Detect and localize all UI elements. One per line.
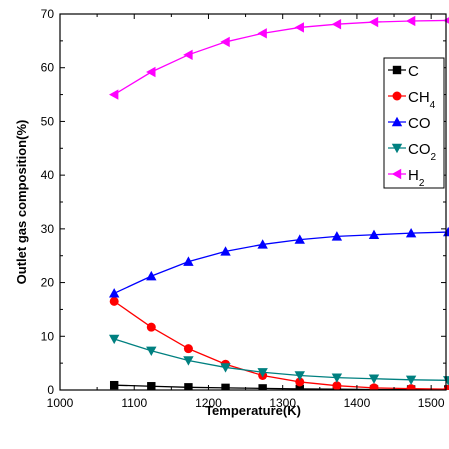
- series-co2: [108, 334, 449, 386]
- data-point-co2: [108, 334, 120, 345]
- series-line-h2: [113, 19, 449, 96]
- data-point-h2: [183, 49, 193, 61]
- data-point-ch4: [406, 384, 416, 390]
- legend-label: H2: [408, 167, 425, 189]
- data-point-co: [331, 231, 343, 241]
- x-axis-title: Temperature(K): [205, 403, 301, 418]
- data-point-h2: [405, 15, 416, 27]
- x-tick-label: 1500: [418, 396, 445, 410]
- series-h2: [108, 15, 449, 100]
- x-tick-label: 1400: [344, 396, 371, 410]
- data-point-co2: [257, 368, 268, 378]
- legend-label: CO: [408, 115, 431, 132]
- data-point-co: [108, 288, 120, 298]
- y-tick-label: 0: [47, 383, 54, 397]
- legend-label: CH4: [408, 89, 436, 111]
- data-point-h2: [331, 19, 342, 30]
- series-c: [109, 380, 449, 390]
- y-tick-label: 20: [41, 276, 55, 290]
- data-point-h2: [220, 36, 230, 48]
- y-axis-title: Outlet gas composition(%): [14, 120, 29, 285]
- plot-area: [108, 15, 449, 390]
- data-point-ch4: [369, 383, 379, 390]
- data-point-co2: [368, 374, 380, 384]
- data-point-co: [183, 256, 194, 266]
- legend-item-co2: CO2: [388, 141, 437, 163]
- legend-item-ch4: CH4: [388, 89, 436, 111]
- series-line-co: [113, 231, 449, 294]
- data-point-co: [294, 234, 305, 244]
- data-point-co: [257, 239, 268, 249]
- data-point-ch4: [295, 377, 305, 387]
- data-point-co: [146, 270, 157, 281]
- x-tick-label: 1000: [47, 396, 74, 410]
- data-point-h2: [108, 89, 119, 100]
- data-point-c: [147, 382, 156, 390]
- legend-item-h2: H2: [388, 167, 425, 189]
- data-point-ch4: [146, 322, 156, 332]
- legend-marker: [391, 116, 403, 127]
- data-point-c: [221, 383, 230, 390]
- x-tick-label: 1200: [195, 396, 222, 410]
- data-point-co2: [183, 356, 194, 366]
- data-point-c: [109, 380, 119, 390]
- y-tick-label: 30: [41, 222, 55, 236]
- data-point-h2: [146, 66, 156, 78]
- legend-label: CO2: [408, 141, 437, 163]
- legend-item-co: CO: [388, 115, 431, 132]
- data-point-h2: [294, 22, 304, 33]
- series-line-co2: [113, 338, 449, 381]
- data-point-c: [295, 384, 304, 390]
- y-tick-label: 50: [41, 114, 55, 128]
- data-point-co2: [294, 371, 305, 381]
- x-tick-label: 1100: [121, 396, 147, 410]
- legend-marker: [392, 91, 402, 101]
- x-tick-label: 1300: [269, 396, 296, 410]
- y-tick-label: 10: [41, 329, 55, 343]
- series-co: [108, 226, 449, 298]
- data-point-h2: [368, 16, 379, 28]
- y-tick-label: 40: [41, 168, 55, 182]
- y-tick-label: 70: [41, 7, 55, 21]
- data-point-c: [184, 383, 193, 390]
- data-point-co2: [405, 375, 417, 385]
- legend-marker: [391, 168, 402, 180]
- y-tick-label: 60: [41, 61, 55, 75]
- legend-item-c: C: [388, 63, 419, 80]
- data-point-co2: [220, 363, 231, 373]
- legend-label: C: [408, 63, 419, 80]
- legend: C CH4 CO CO2 H2: [383, 57, 445, 189]
- data-point-co2: [331, 373, 343, 383]
- data-point-co2: [146, 346, 157, 356]
- data-point-h2: [257, 28, 267, 39]
- data-point-co: [368, 229, 380, 239]
- data-point-c: [258, 384, 267, 390]
- legend-marker: [392, 65, 402, 75]
- data-point-ch4: [109, 296, 119, 306]
- data-point-co: [405, 227, 417, 238]
- data-point-co: [220, 246, 231, 256]
- legend-marker: [391, 143, 403, 154]
- data-point-ch4: [332, 381, 342, 390]
- data-point-ch4: [183, 344, 193, 354]
- series-line-ch4: [113, 300, 449, 390]
